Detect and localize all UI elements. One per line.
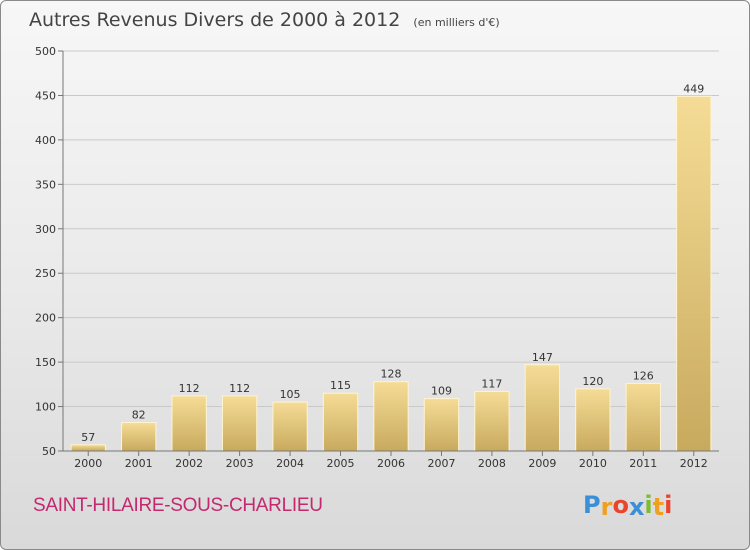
bar (121, 422, 157, 452)
bar-value-label: 449 (683, 82, 704, 95)
bar-value-label: 117 (481, 377, 502, 390)
x-tick-label: 2003 (226, 457, 254, 470)
x-tick-label: 2001 (125, 457, 153, 470)
y-tick-label: 250 (35, 267, 56, 280)
bar-value-label: 120 (582, 375, 603, 388)
chart-title: Autres Revenus Divers de 2000 à 2012 (29, 9, 401, 31)
bar-value-label: 126 (633, 369, 654, 382)
commune-name: SAINT-HILAIRE-SOUS-CHARLIEU (33, 495, 323, 516)
bar-value-label: 57 (81, 431, 95, 444)
bar-value-label: 109 (431, 385, 452, 398)
bar (171, 395, 207, 452)
bar (272, 401, 308, 452)
bar (373, 381, 409, 452)
y-tick-label: 150 (35, 356, 56, 369)
x-tick-label: 2002 (175, 457, 203, 470)
y-tick-label: 500 (35, 45, 56, 58)
bar (322, 392, 359, 452)
x-tick-label: 2005 (327, 457, 355, 470)
logo-letter: o (612, 491, 629, 519)
logo-letter: t (652, 493, 665, 521)
y-tick-label: 200 (35, 312, 56, 325)
bar (676, 95, 712, 452)
x-tick-label: 2011 (629, 457, 657, 470)
x-tick-label: 2009 (528, 457, 556, 470)
logo-letter: i (644, 491, 653, 519)
x-tick-label: 2000 (74, 457, 102, 470)
x-tick-label: 2008 (478, 457, 506, 470)
bars: 57 82 112 112 105 115 128 109 117 147 120 126 449 (70, 82, 712, 452)
y-tick-label: 400 (35, 134, 56, 147)
bar-value-label: 115 (330, 379, 351, 392)
axes: 50 100 150 200 250 300 350 400 450 500 2000 2001 200… (35, 45, 719, 470)
y-tick-label: 300 (35, 223, 56, 236)
bar (423, 398, 460, 452)
logo-letter: x (628, 493, 645, 521)
bar (221, 395, 258, 452)
logo-letter: r (600, 493, 613, 521)
logo-letter: P (583, 491, 601, 519)
chart-title-line: Autres Revenus Divers de 2000 à 2012 (en… (29, 9, 500, 31)
bar-value-label: 82 (132, 409, 146, 422)
bar (524, 364, 561, 452)
bar-value-label: 128 (381, 368, 402, 381)
logo-letter: i (664, 491, 673, 519)
x-tick-label: 2004 (276, 457, 304, 470)
bar-value-label: 112 (229, 382, 250, 395)
y-tick-label: 350 (35, 178, 56, 191)
y-tick-label: 450 (35, 89, 56, 102)
y-tick-label: 100 (35, 401, 56, 414)
bar (625, 382, 661, 452)
proxiti-logo: Proxiti (583, 491, 673, 521)
bar-value-label: 147 (532, 351, 553, 364)
bar-value-label: 112 (179, 382, 200, 395)
bar (575, 388, 611, 452)
chart-unit: (en milliers d'€) (413, 16, 500, 29)
x-tick-label: 2006 (377, 457, 405, 470)
x-tick-label: 2007 (427, 457, 455, 470)
bar (474, 390, 510, 452)
bar-value-label: 105 (280, 388, 301, 401)
x-tick-label: 2012 (680, 457, 708, 470)
y-tick-label: 50 (42, 445, 56, 458)
x-tick-label: 2010 (579, 457, 607, 470)
bar (70, 444, 106, 452)
